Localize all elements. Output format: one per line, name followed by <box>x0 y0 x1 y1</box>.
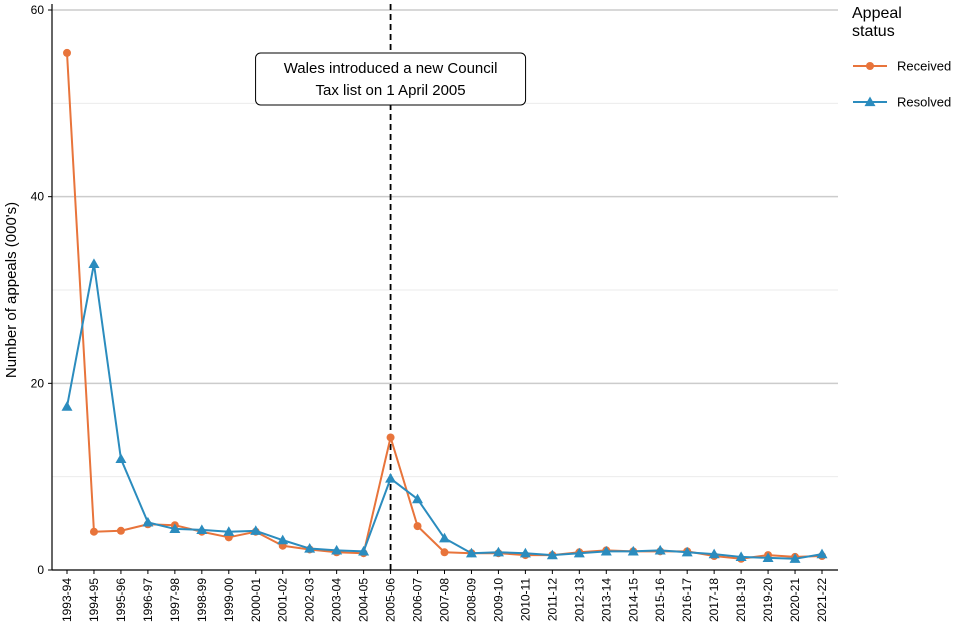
x-tick-label: 2014-15 <box>626 578 640 622</box>
y-axis-title: Number of appeals (000's) <box>3 202 20 378</box>
legend-item-received: Received <box>853 59 951 74</box>
data-point-triangle <box>169 523 181 534</box>
data-point-triangle <box>277 534 289 545</box>
x-tick-label: 2018-19 <box>734 578 748 622</box>
legend-item-resolved: Resolved <box>853 95 951 110</box>
data-point-triangle <box>465 547 477 558</box>
x-tick-label: 2009-10 <box>491 578 505 622</box>
legend: Appeal status Received Resolved <box>852 5 951 110</box>
x-tick-label: 2016-17 <box>680 578 694 622</box>
series-received <box>63 48 826 563</box>
x-tick-label: 1997-98 <box>168 578 182 622</box>
data-point-triangle <box>681 546 693 557</box>
x-tick-label: 2000-01 <box>249 578 263 622</box>
data-point-triangle <box>519 547 531 558</box>
data-point-circle <box>386 433 395 442</box>
data-point-triangle <box>304 543 316 553</box>
data-point-triangle <box>385 473 397 483</box>
series-line <box>66 262 823 560</box>
data-point-triangle <box>546 549 558 560</box>
x-tick-label: 2008-09 <box>464 578 478 622</box>
data-point-triangle <box>223 526 235 536</box>
x-tick-label: 2017-18 <box>707 578 721 622</box>
x-tick-label: 2011-12 <box>545 578 559 621</box>
data-point-triangle <box>439 532 450 543</box>
data-point-triangle <box>196 524 208 534</box>
y-tick-label: 60 <box>31 3 45 17</box>
series-line <box>66 52 823 560</box>
x-tick-label: 2003-04 <box>330 578 344 622</box>
data-point-triangle <box>358 545 370 556</box>
data-point-triangle <box>88 258 100 268</box>
data-point-triangle <box>492 546 504 557</box>
data-point-triangle <box>762 552 774 562</box>
x-tick-label: 1994-95 <box>87 578 101 622</box>
x-tick-label: 2019-20 <box>761 578 775 622</box>
y-tick-label: 20 <box>31 376 45 390</box>
data-point-triangle <box>735 551 747 562</box>
x-tick-label: 2006-07 <box>411 578 425 622</box>
x-tick-label: 1993-94 <box>60 578 74 622</box>
data-point-triangle <box>142 516 154 527</box>
legend-label: Received <box>897 59 951 74</box>
data-point-triangle <box>331 544 343 555</box>
annotation-text-line: Tax list on 1 April 2005 <box>316 82 466 99</box>
data-point-circle <box>63 48 71 57</box>
legend-items: Received Resolved <box>853 59 951 110</box>
x-tick-label: 2012-13 <box>572 578 586 622</box>
data-point-triangle <box>250 525 262 535</box>
annotation-box <box>255 52 527 106</box>
data-point-triangle <box>708 548 720 559</box>
series-layer <box>61 48 828 563</box>
data-point-circle <box>413 522 422 531</box>
data-point-circle <box>440 548 449 557</box>
axis-layer: 0 20 40 60 1993-94 1994-95 1995-96 1996-97 1997-… <box>31 3 838 622</box>
x-tick-label: 2002-03 <box>303 578 317 622</box>
x-tick-label: 2021-22 <box>815 578 829 622</box>
x-tick-label: 1996-97 <box>141 578 155 622</box>
data-point-circle <box>866 62 874 70</box>
data-point-triangle <box>816 548 828 559</box>
data-point-circle <box>89 527 98 536</box>
data-point-circle <box>116 526 125 535</box>
x-tick-label: 2005-06 <box>384 578 398 622</box>
data-point-triangle <box>789 553 801 563</box>
data-point-triangle <box>573 547 585 558</box>
data-point-triangle <box>412 493 424 504</box>
y-tick-label: 40 <box>31 190 45 204</box>
data-point-triangle <box>654 544 666 555</box>
legend-title-line-2: status <box>852 23 895 40</box>
data-point-triangle <box>627 545 639 556</box>
data-point-triangle <box>864 96 876 107</box>
series-resolved <box>61 258 828 563</box>
x-tick-label: 2013-14 <box>599 578 613 622</box>
x-tick-label: 2020-21 <box>788 578 802 622</box>
annotation-text-line: Wales introduced a new Council <box>284 60 498 77</box>
legend-title-line-1: Appeal <box>852 5 902 22</box>
x-tick-label: 2004-05 <box>357 578 371 622</box>
annotation-layer: Wales introduced a new Council Tax list o… <box>255 52 527 106</box>
x-tick-label: 2010-11 <box>518 578 532 621</box>
data-point-triangle <box>61 401 73 411</box>
x-tick-label: 1999-00 <box>222 578 236 622</box>
x-tick-label: 1995-96 <box>114 578 128 622</box>
x-tick-label: 1998-99 <box>195 578 209 622</box>
x-tick-label: 2015-16 <box>653 578 667 622</box>
data-point-triangle <box>600 545 612 556</box>
x-tick-label: 2001-02 <box>276 578 290 622</box>
legend-label: Resolved <box>897 95 951 110</box>
data-point-triangle <box>115 453 127 464</box>
y-tick-label: 0 <box>37 563 44 577</box>
x-tick-label: 2007-08 <box>438 578 452 622</box>
